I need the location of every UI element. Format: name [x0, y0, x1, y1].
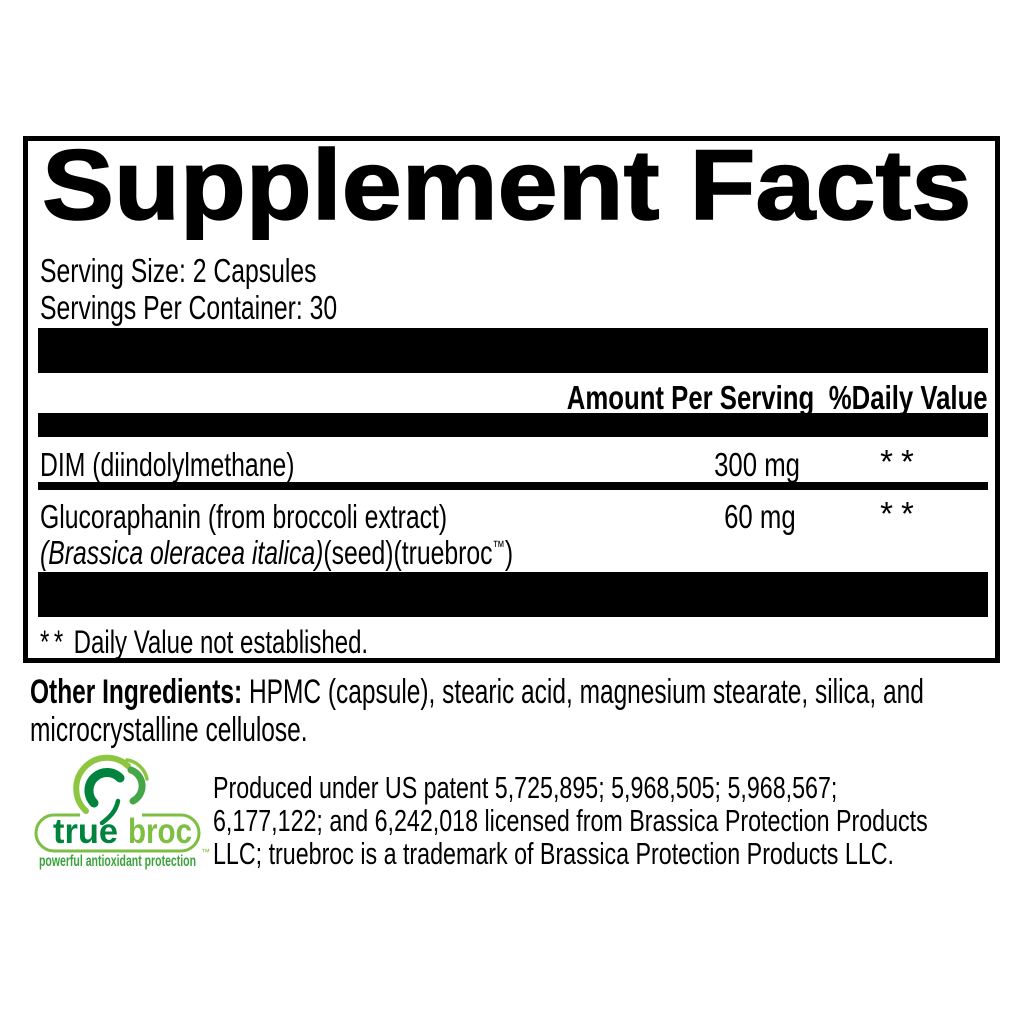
truebroc-trademark-symbol: ™: [492, 538, 505, 556]
footnote-asterisks: **: [40, 624, 68, 660]
other-ingredients-line2-wrap: microcrystalline cellulose.: [30, 711, 415, 749]
other-ingredients-label: Other Ingredients:: [30, 673, 243, 711]
patent-line-1: Produced under US patent 5,725,895; 5,96…: [213, 770, 838, 805]
truebroc-tagline: powerful antioxidant protection: [39, 853, 196, 870]
separator-bar-thick-top: [38, 328, 988, 373]
ingredient-row-glucoraphanin-source: (Brassica oleracea italica)(seed)(truebr…: [40, 534, 671, 572]
footnote-text: Daily Value not established.: [73, 624, 369, 660]
column-header-amount: Amount Per Serving: [566, 379, 815, 416]
column-header-daily-value: %Daily Value: [829, 379, 988, 416]
ingredient-row-glucoraphanin-daily-value: **: [880, 495, 922, 532]
truebroc-logo: true broc ™ powerful antioxidant protect…: [34, 754, 210, 870]
ingredient-row-dim-name: DIM (diindolylmethane): [40, 446, 295, 483]
patent-line-2: 6,177,122; and 6,242,018 licensed from B…: [213, 803, 928, 838]
ingredient-row-dim-daily-value: **: [880, 443, 922, 480]
serving-size: Serving Size: 2 Capsules: [40, 252, 317, 289]
daily-value-footnote: ** Daily Value not established.: [40, 624, 477, 661]
servings-per-container: Servings Per Container: 30: [40, 289, 338, 326]
other-ingredients: Other Ingredients: HPMC (capsule), stear…: [30, 673, 1024, 711]
seed-part: (seed)(truebroc: [323, 534, 493, 571]
truebroc-word-true: true: [53, 812, 118, 851]
panel-title: Supplement Facts: [41, 134, 972, 235]
broccoli-sprout-icon: [73, 754, 149, 826]
ingredient-row-glucoraphanin-name: Glucoraphanin (from broccoli extract): [40, 498, 448, 535]
other-ingredients-line1: HPMC (capsule), stearic acid, magnesium …: [242, 673, 924, 711]
ingredient-row-glucoraphanin-amount: 60 mg: [724, 498, 796, 535]
close-paren: ): [504, 534, 514, 571]
patent-notice: Produced under US patent 5,725,895; 5,96…: [213, 771, 1024, 870]
ingredient-row-dim-amount: 300 mg: [714, 446, 800, 483]
separator-bar-thin: [38, 482, 988, 490]
botanical-name: (Brassica oleracea italica): [40, 534, 324, 571]
separator-bar-thick-bottom: [38, 572, 988, 617]
panel-title-text: Supplement Facts: [41, 129, 972, 240]
patent-line-3: LLC; truebroc is a trademark of Brassica…: [213, 836, 895, 871]
truebroc-word-broc: broc: [128, 812, 192, 851]
separator-bar-medium: [38, 413, 988, 437]
other-ingredients-line2: microcrystalline cellulose.: [30, 711, 308, 749]
truebroc-trademark: ™: [201, 847, 210, 857]
